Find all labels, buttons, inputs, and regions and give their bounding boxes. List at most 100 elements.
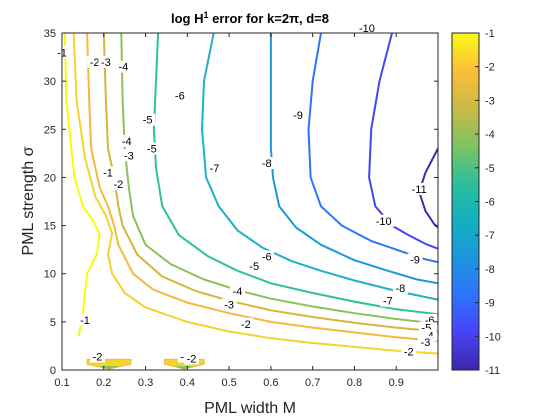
colorbar-tick-label: -3 xyxy=(485,95,495,107)
y-tick-label: 20 xyxy=(44,172,56,184)
contour-label-bg xyxy=(246,260,262,273)
x-axis-label: PML width M xyxy=(204,400,296,417)
colorbar-ticks: -1 -2 -3 -4 -5 -6 -7 -8 -9 -10 -11 xyxy=(475,28,501,377)
contour-label-bg xyxy=(401,345,417,358)
contour-label: -9 xyxy=(410,254,420,266)
x-tick-label: 0.2 xyxy=(96,377,111,389)
contour-label: -4 xyxy=(233,286,243,298)
contour-label-bg xyxy=(259,250,275,263)
contour-label-bg xyxy=(144,142,160,155)
x-axis-ticks: 0.1 0.2 0.3 0.4 0.5 0.6 0.7 0.8 0.9 xyxy=(54,33,404,389)
colorbar xyxy=(451,32,480,371)
contour-label: -11 xyxy=(412,184,427,196)
bottom-wedge-inner xyxy=(174,366,195,370)
contour-label: -6 xyxy=(175,91,185,103)
colorbar-tick-label: -7 xyxy=(485,230,495,242)
colorbar-tick-label: -9 xyxy=(485,298,495,310)
x-tick-label: 0.4 xyxy=(180,377,195,389)
contour-level-minus11 xyxy=(418,148,438,229)
contour-level-minus2 xyxy=(72,33,438,355)
contour-label: -3 xyxy=(124,150,134,162)
contour-label: -5 xyxy=(143,115,153,127)
contour-label: -2 xyxy=(187,353,197,365)
contour-label: -3 xyxy=(224,300,234,312)
y-tick-label: 15 xyxy=(44,221,56,233)
contour-label-bg xyxy=(392,282,408,295)
y-tick-label: 0 xyxy=(50,365,56,377)
x-tick-label: 0.8 xyxy=(347,377,362,389)
contour-label-bg xyxy=(87,55,103,68)
x-tick-label: 0.9 xyxy=(389,377,404,389)
chart-title: log H1 error for k=2π, d=8 xyxy=(171,10,329,26)
contour-label-bg xyxy=(372,214,395,227)
contour-label-bg xyxy=(408,182,430,195)
contour-label-bg xyxy=(229,285,245,298)
contour-level-minus10 xyxy=(368,33,438,250)
y-axis-label: PML strength σ xyxy=(20,146,37,255)
contour-label-bg xyxy=(110,178,126,191)
contour-label-bg xyxy=(356,22,378,35)
contour-label: -5 xyxy=(147,144,157,156)
x-tick-label: 0.1 xyxy=(54,377,69,389)
contour-label-bg xyxy=(290,108,306,121)
y-axis-ticks: 0 5 10 15 20 25 30 35 xyxy=(44,28,438,377)
colorbar-tick-label: -4 xyxy=(485,129,495,141)
y-tick-label: 30 xyxy=(44,76,56,88)
colorbar-tick-label: -10 xyxy=(485,331,501,343)
contour-label: -2 xyxy=(404,347,414,359)
contour-label: -2 xyxy=(114,179,124,191)
contour-label-bg xyxy=(100,166,116,179)
contour-label: -1 xyxy=(103,168,113,180)
contour-level-minus6 xyxy=(152,33,438,316)
contour-label-bg xyxy=(206,161,222,174)
contour-level-minus7 xyxy=(201,33,438,301)
contour-label: -2 xyxy=(241,319,251,331)
plot-area xyxy=(62,33,438,370)
contour-label-bg xyxy=(407,253,423,266)
contour-label: -5 xyxy=(421,323,431,335)
contour-label: -3 xyxy=(101,57,111,69)
contour-label: -6 xyxy=(425,315,435,327)
contour-level-minus4 xyxy=(102,33,438,333)
contour-level-minus8 xyxy=(269,33,438,285)
contour-label-bg xyxy=(77,313,93,326)
contour-label: -7 xyxy=(383,296,393,308)
x-tick-label: 0.6 xyxy=(263,377,278,389)
contour-label: -2 xyxy=(90,57,100,69)
contour-label-bg xyxy=(184,352,200,365)
contour-label-bg xyxy=(259,156,275,169)
contour-label-bg xyxy=(417,336,433,349)
y-tick-label: 10 xyxy=(44,269,56,281)
plot-frame xyxy=(61,32,439,371)
contour-label: -1 xyxy=(80,315,90,327)
colorbar-tick-label: -1 xyxy=(485,28,495,40)
contour-label: -8 xyxy=(396,283,406,295)
contour-label: -3 xyxy=(421,337,431,349)
contour-label: -2 xyxy=(93,352,103,364)
contour-label: -8 xyxy=(262,158,272,170)
contour-level-minus3 xyxy=(86,33,438,343)
contour-level-minus1 xyxy=(63,33,101,337)
y-tick-label: 35 xyxy=(44,28,56,40)
contour-label: -10 xyxy=(376,216,392,228)
contour-label: -10 xyxy=(359,23,375,35)
contour-label-bg xyxy=(380,294,396,307)
contour-label-bg xyxy=(119,134,135,147)
contour-label-bg xyxy=(221,298,237,311)
colorbar-tick-label: -6 xyxy=(485,197,495,209)
contour-lines xyxy=(63,33,438,355)
contour-label-bg xyxy=(172,89,188,102)
x-tick-label: 0.5 xyxy=(221,377,236,389)
contour-label-bg xyxy=(98,55,114,68)
x-tick-label: 0.3 xyxy=(138,377,153,389)
contour-label: -4 xyxy=(122,136,132,148)
contour-label: -5 xyxy=(249,261,259,273)
contour-label-bg xyxy=(90,350,106,363)
contour-label-bg xyxy=(115,60,131,73)
colorbar-tick-label: -8 xyxy=(485,264,495,276)
contour-label-bg xyxy=(121,149,137,162)
contour-label-bg xyxy=(140,113,156,126)
colorbar-tick-label: -11 xyxy=(485,365,500,377)
colorbar-tick-label: -2 xyxy=(485,62,495,74)
